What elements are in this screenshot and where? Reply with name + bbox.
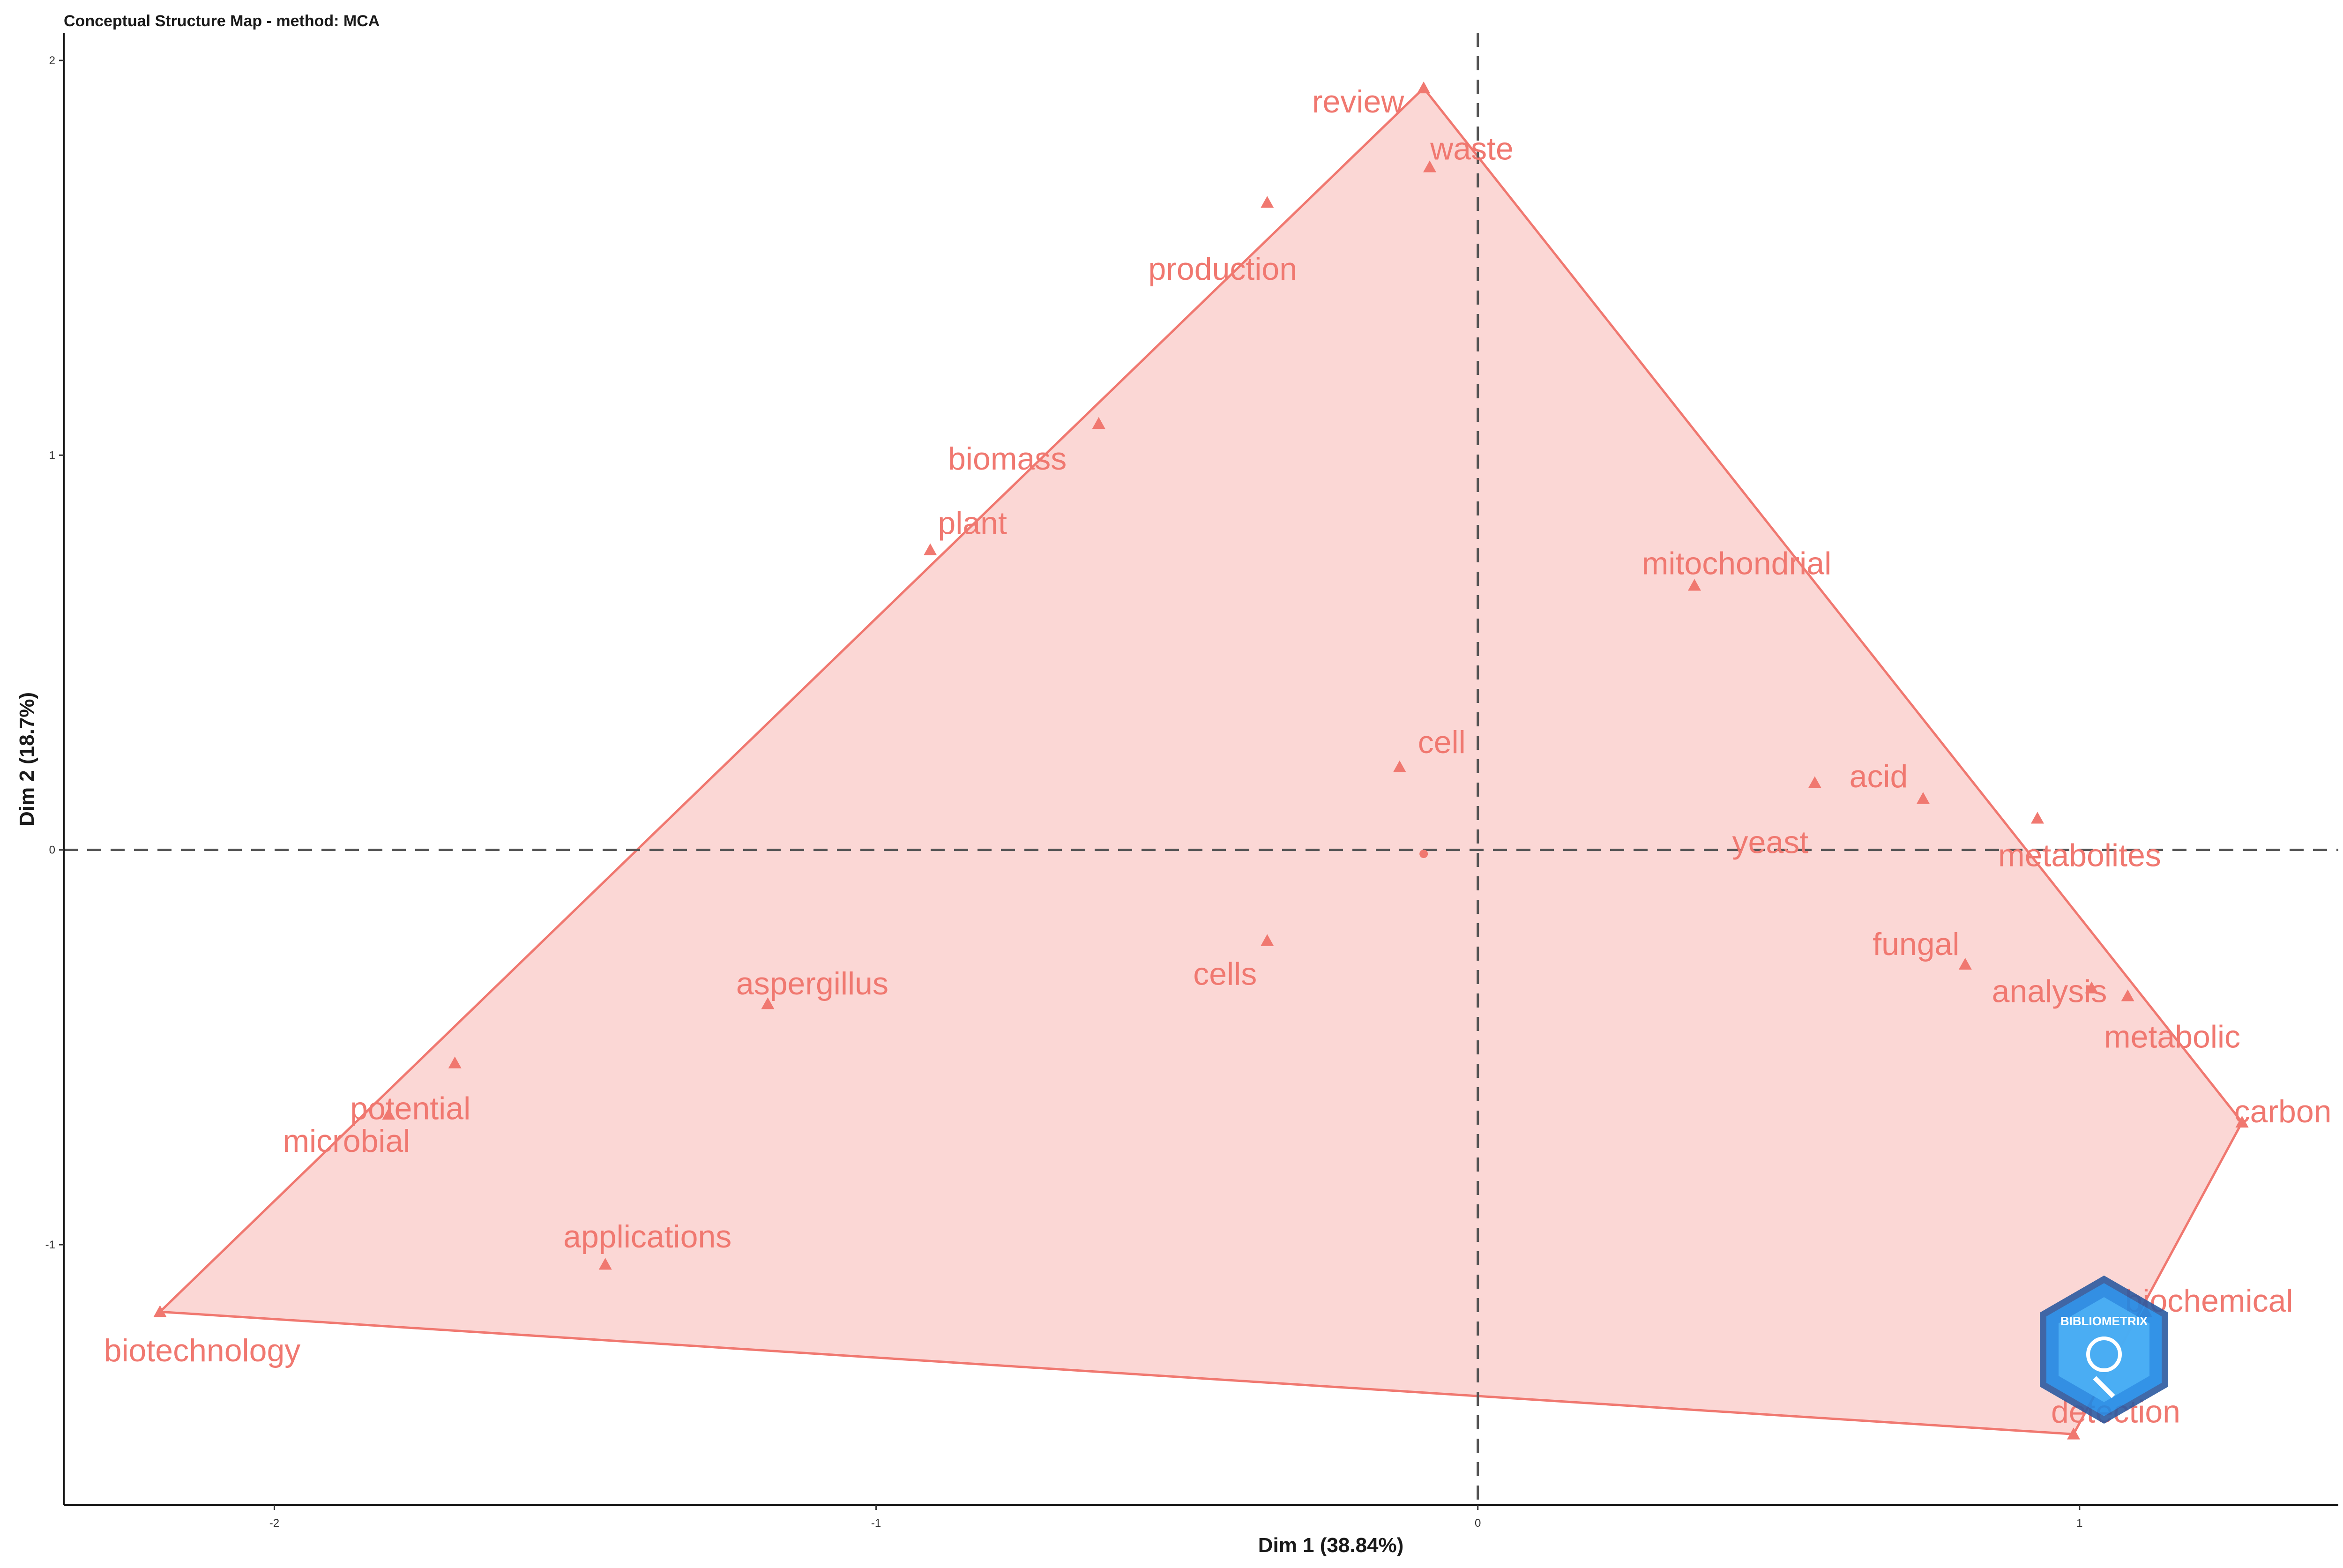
y-axis-label: Dim 2 (18.7%) [15,692,38,826]
point-marker-mitochondrial [1687,579,1701,591]
point-marker-fungal [1958,957,1972,970]
point-marker-biomass [1092,417,1105,429]
point-marker-review [1417,81,1431,94]
point-marker-metabolic [2121,989,2134,1001]
y-tick-label: 2 [49,54,55,67]
point-label-aspergillus: aspergillus [736,966,888,1001]
point-label-acid: acid [1850,759,1908,794]
point-label-microbial: microbial [283,1123,410,1159]
logo-text: BIBLIOMETRIX [2060,1314,2148,1328]
point-label-waste: waste [1430,131,1514,166]
point-label-applications: applications [563,1219,731,1254]
y-tick-label: -1 [45,1239,55,1251]
x-axis-ticks: -2 -1 0 1 [269,1505,2083,1530]
point-marker-microbial [382,1108,395,1120]
point-marker-potential [448,1056,462,1068]
point-marker-waste [1423,160,1436,172]
x-axis-label: Dim 1 (38.84%) [1258,1534,1404,1557]
point-label-cells: cells [1193,956,1257,992]
point-marker-cell [1393,760,1406,772]
x-tick-label: 1 [2076,1517,2082,1530]
centroid-point [1419,850,1428,859]
point-label-plant: plant [938,505,1007,541]
x-tick-label: 0 [1475,1517,1481,1530]
bibliometrix-logo: BIBLIOMETRIX [2040,1275,2168,1424]
y-tick-label: 0 [49,844,55,857]
point-marker-yeast [1808,776,1821,788]
point-marker-biotechnology [153,1305,167,1317]
point-label-potential: potential [350,1091,470,1127]
y-axis-ticks: -1 0 1 2 [45,54,64,1251]
point-marker-acid [1916,792,1930,804]
cluster-hull [157,86,2244,1435]
point-marker-production [1261,196,1274,208]
point-label-metabolites: metabolites [1998,837,2161,873]
point-label-biomass: biomass [948,441,1067,477]
point-marker-aspergillus [761,997,775,1009]
point-label-cell: cell [1418,724,1466,760]
point-marker-metabolites [2030,812,2044,824]
point-label-fungal: fungal [1873,926,1959,962]
point-labels: review waste production biomass plant mitocho… [104,84,2332,1429]
point-label-carbon: carbon [2234,1094,2332,1129]
y-tick-label: 1 [49,449,55,462]
point-marker-carbon [2235,1115,2249,1128]
point-marker-applications [598,1258,612,1270]
chart-title: Conceptual Structure Map - method: MCA [64,12,380,30]
x-tick-label: -1 [871,1517,881,1530]
point-label-yeast: yeast [1732,824,1809,860]
point-marker-plant [924,543,937,555]
point-label-production: production [1148,251,1297,287]
point-label-metabolic: metabolic [2104,1019,2240,1054]
point-label-mitochondrial: mitochondrial [1642,545,1831,581]
x-tick-label: -2 [269,1517,279,1530]
point-label-biotechnology: biotechnology [104,1333,301,1368]
point-marker-detection [2067,1427,2080,1440]
point-marker-cells [1261,934,1274,946]
data-points [153,81,2249,1440]
point-label-review: review [1312,84,1404,119]
point-label-analysis: analysis [1992,974,2107,1009]
point-marker-analysis [2085,981,2098,993]
